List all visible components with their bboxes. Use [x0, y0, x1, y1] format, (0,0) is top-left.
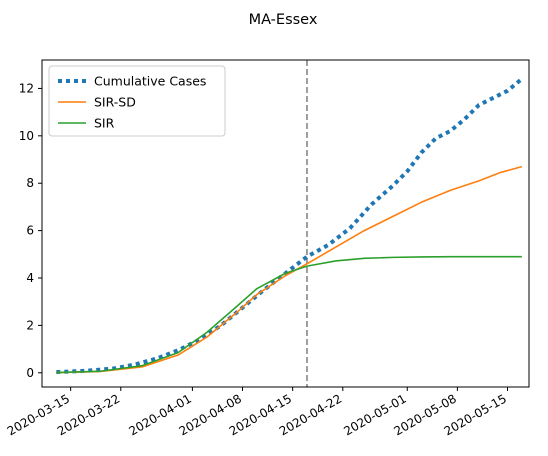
legend-label-3: SIR: [94, 116, 115, 131]
y-tick-label: 10: [19, 129, 34, 143]
legend-label-2: SIR-SD: [94, 95, 136, 110]
series-line-2: [56, 165, 523, 374]
series-line-3: [56, 255, 522, 374]
legend-box: [48, 65, 226, 137]
chart-title: MA-Essex: [249, 12, 318, 28]
y-tick-label: 12: [19, 81, 34, 95]
plot-area: [56, 60, 524, 387]
legend-label-1: Cumulative Cases: [94, 74, 206, 89]
legend: Cumulative Cases SIR-SD SIR: [48, 65, 226, 137]
plot-frame: [41, 59, 530, 388]
y-tick-label: 0: [26, 366, 34, 380]
y-tick-label: 2: [26, 318, 34, 332]
y-tick-label: 4: [26, 271, 34, 285]
series-group: [56, 77, 524, 375]
y-tick-label: 8: [26, 176, 34, 190]
y-tick-label: 6: [26, 224, 34, 238]
